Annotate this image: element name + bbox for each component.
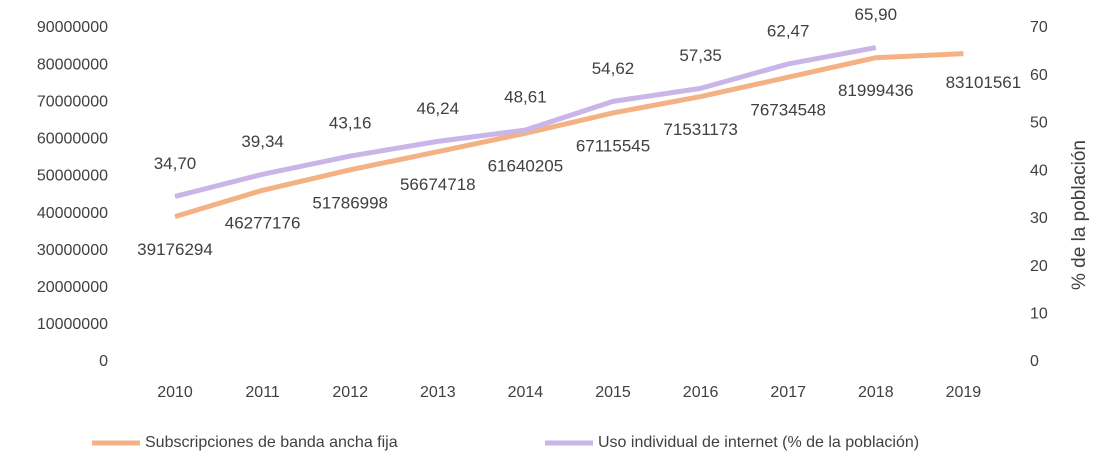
data-label: 83101561 — [946, 73, 1022, 92]
data-label: 56674718 — [400, 175, 476, 194]
series-line — [174, 45, 877, 199]
x-tick-label: 2013 — [420, 384, 456, 401]
y-tick-label: 0 — [99, 353, 108, 370]
data-label: 46277176 — [225, 214, 301, 233]
x-tick-label: 2017 — [770, 384, 806, 401]
data-label: 81999436 — [838, 81, 914, 100]
y-tick-label: 50000000 — [37, 168, 108, 185]
data-label: 57,35 — [679, 46, 722, 65]
y-tick-label: 60000000 — [37, 131, 108, 148]
y2-tick-label: 50 — [1030, 115, 1048, 132]
data-label: 67115545 — [576, 136, 650, 155]
legend-label: Subscripciones de banda ancha fija — [145, 434, 398, 451]
data-label: 43,16 — [329, 114, 372, 133]
y-tick-label: 70000000 — [37, 93, 108, 110]
y2-tick-label: 40 — [1030, 162, 1048, 179]
y2-tick-label: 70 — [1030, 19, 1048, 36]
y2-tick-label: 0 — [1030, 353, 1039, 370]
x-tick-label: 2019 — [946, 384, 982, 401]
data-label: 46,24 — [417, 99, 460, 118]
data-label: 54,62 — [592, 59, 635, 78]
data-label: 61640205 — [488, 157, 564, 176]
y-tick-label: 10000000 — [37, 316, 108, 333]
data-label: 65,90 — [855, 5, 898, 24]
data-label: 39176294 — [137, 240, 213, 259]
data-label: 76734548 — [750, 101, 826, 120]
data-label: 34,70 — [154, 154, 197, 173]
data-label: 48,61 — [504, 88, 547, 107]
x-tick-label: 2018 — [858, 384, 894, 401]
y-tick-label: 20000000 — [37, 279, 108, 296]
y-tick-label: 40000000 — [37, 205, 108, 222]
data-label: 71531173 — [663, 120, 737, 139]
legend-label: Uso individual de internet (% de la pobl… — [598, 434, 919, 451]
x-tick-label: 2016 — [683, 384, 719, 401]
y2-tick-label: 60 — [1030, 67, 1048, 84]
data-label: 51786998 — [312, 193, 388, 212]
x-tick-label: 2015 — [595, 384, 631, 401]
x-tick-label: 2010 — [157, 384, 193, 401]
x-tick-label: 2012 — [332, 384, 368, 401]
series-line — [174, 51, 964, 220]
y2-tick-label: 30 — [1030, 210, 1048, 227]
y-tick-label: 90000000 — [37, 19, 108, 36]
x-tick-label: 2014 — [508, 384, 544, 401]
data-label: 62,47 — [767, 21, 810, 40]
x-tick-label: 2011 — [245, 384, 280, 401]
y2-tick-label: 10 — [1030, 306, 1048, 323]
y2-tick-label: 20 — [1030, 258, 1048, 275]
y2-axis-label: % de la población — [1069, 140, 1090, 290]
y-tick-label: 30000000 — [37, 242, 108, 259]
data-label: 39,34 — [241, 132, 284, 151]
y-tick-label: 80000000 — [37, 56, 108, 73]
